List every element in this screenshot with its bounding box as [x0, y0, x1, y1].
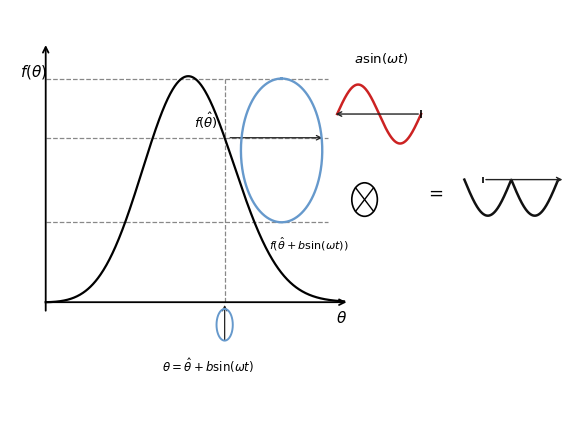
Text: $f(\hat{\theta}+b\sin(\omega t))$: $f(\hat{\theta}+b\sin(\omega t))$	[269, 236, 349, 253]
Text: $f(\theta)$: $f(\theta)$	[20, 63, 48, 81]
Text: $\theta$: $\theta$	[336, 310, 347, 326]
Text: $f(\hat{\theta})$: $f(\hat{\theta})$	[194, 111, 218, 131]
Text: $\theta = \hat{\theta}+b\sin(\omega t)$: $\theta = \hat{\theta}+b\sin(\omega t)$	[162, 356, 254, 375]
Text: $a\sin(\omega t)$: $a\sin(\omega t)$	[354, 51, 408, 66]
Text: =: =	[428, 185, 443, 203]
